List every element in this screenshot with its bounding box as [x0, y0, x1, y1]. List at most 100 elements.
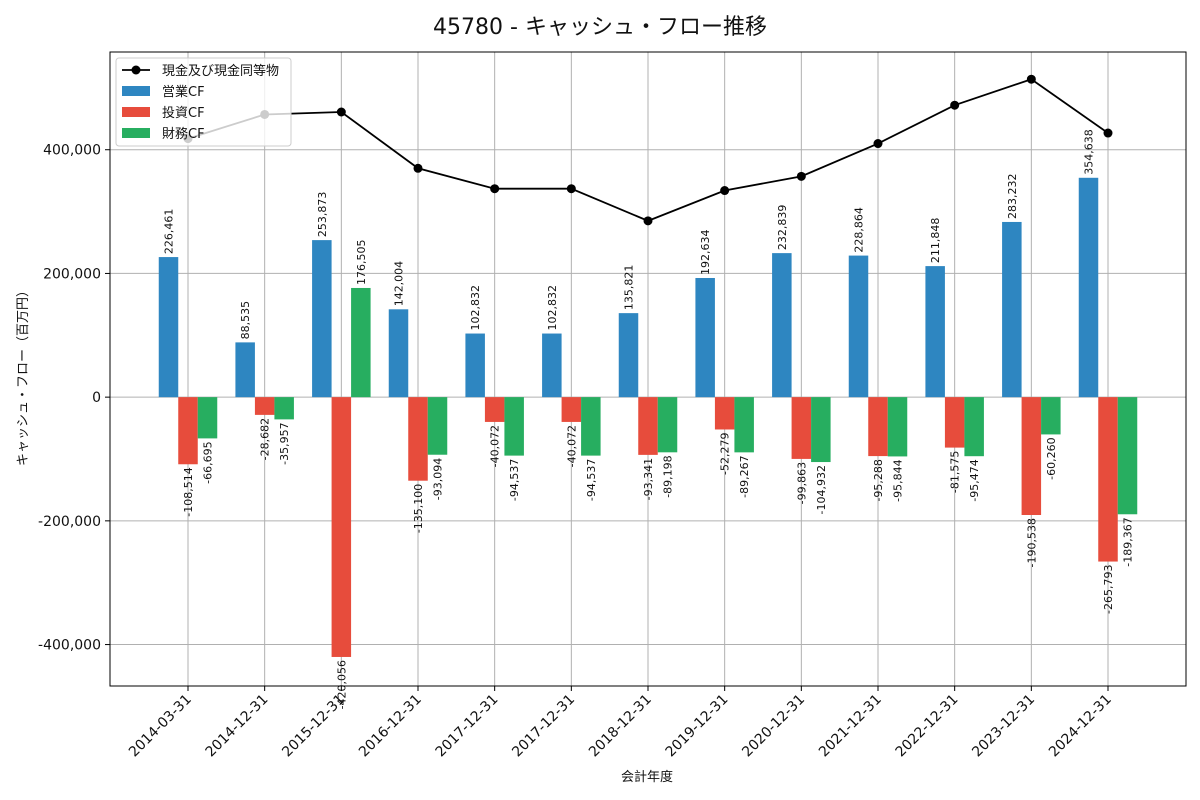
bar-value-label: 226,461 [163, 209, 176, 255]
bar-investing [178, 397, 198, 465]
y-tick-label: -400,000 [38, 638, 101, 654]
cash-point [566, 184, 576, 194]
bar-value-label: 102,832 [546, 285, 559, 331]
bar-operating [542, 333, 562, 398]
cash-point [1026, 74, 1036, 84]
bar-value-label: -52,279 [719, 432, 732, 474]
bar-investing [254, 397, 275, 415]
y-tick-label: 0 [92, 390, 101, 406]
bar-value-label: -108,514 [182, 467, 195, 516]
bar-value-label: -94,537 [585, 459, 598, 501]
bar-value-label: 283,232 [1006, 173, 1019, 219]
bar-value-label: -190,538 [1025, 518, 1038, 567]
bar-value-label: -66,695 [202, 441, 215, 483]
legend-bar-swatch [122, 128, 150, 138]
legend-label: 現金及び現金同等物 [162, 63, 279, 79]
x-tick-label: 2020-12-31 [739, 692, 808, 761]
cash-point [873, 139, 883, 149]
x-tick-label: 2016-12-31 [356, 692, 425, 761]
bar-investing [868, 397, 888, 457]
bar-value-label: 88,535 [239, 301, 252, 340]
legend-marker-swatch [131, 65, 141, 75]
bar-investing [331, 397, 352, 657]
bar-value-label: 354,638 [1083, 129, 1096, 175]
bar-value-label: -40,072 [489, 425, 502, 467]
bar-investing [1098, 397, 1118, 562]
bar-financing [657, 397, 678, 453]
bar-value-label: -35,957 [278, 422, 291, 464]
legend-label: 投資CF [162, 105, 205, 121]
bar-value-label: -104,932 [815, 465, 828, 514]
plot-frame [109, 51, 1187, 687]
bar-value-label: 211,848 [929, 218, 942, 264]
bar-value-label: -95,288 [872, 459, 885, 501]
bar-operating [158, 257, 179, 398]
bar-value-label: -81,575 [949, 451, 962, 493]
bar-value-label: -60,260 [1045, 437, 1058, 479]
cash-point [796, 171, 806, 181]
bar-investing [1021, 397, 1042, 515]
bars-layer [158, 177, 1138, 657]
x-tick-label: 2021-12-31 [816, 692, 885, 761]
bar-value-label: -93,341 [642, 458, 655, 500]
legend-bar-swatch [122, 107, 150, 117]
bar-investing [944, 397, 965, 448]
bar-investing [714, 397, 735, 430]
chart-title: 45780 - キャッシュ・フロー推移 [433, 15, 767, 40]
bar-operating [618, 313, 639, 398]
bar-investing [484, 397, 505, 422]
bar-value-label: 228,864 [853, 207, 866, 253]
bar-operating [1078, 177, 1099, 398]
bar-financing [197, 397, 218, 439]
bar-value-label: -40,072 [565, 425, 578, 467]
bar-operating [695, 277, 715, 398]
bar-value-label: 253,873 [316, 192, 329, 238]
bar-investing [561, 397, 582, 422]
bar-value-label: -99,863 [795, 462, 808, 504]
bar-financing [811, 397, 831, 463]
bar-investing [791, 397, 812, 459]
bar-financing [504, 397, 524, 456]
bar-value-label: -28,682 [259, 418, 272, 460]
bar-value-label: -95,844 [892, 459, 905, 501]
bar-value-label: -93,094 [432, 458, 445, 500]
bar-operating [388, 309, 409, 398]
bar-investing [408, 397, 428, 481]
bar-value-label: 192,634 [699, 229, 712, 275]
bar-operating [235, 342, 255, 398]
bar-financing [734, 397, 754, 453]
bar-operating [925, 266, 945, 398]
x-tick-label: 2023-12-31 [969, 692, 1038, 761]
bar-operating [1002, 221, 1022, 398]
cash-point [413, 163, 423, 173]
bar-financing [274, 397, 294, 420]
x-tick-label: 2017-12-31 [433, 692, 502, 761]
cash-point [1103, 128, 1113, 138]
x-tick-label: 2019-12-31 [663, 692, 732, 761]
cash-point [336, 107, 346, 117]
bar-value-label: 142,004 [393, 261, 406, 307]
bar-financing [1041, 397, 1061, 435]
bar-value-label: -94,537 [508, 459, 521, 501]
bar-value-label: 135,821 [623, 265, 636, 311]
cash-point [643, 216, 653, 226]
y-tick-label: 200,000 [43, 266, 101, 282]
bar-financing [427, 397, 448, 455]
bar-financing [581, 397, 601, 456]
x-tick-label: 2014-03-31 [126, 692, 195, 761]
bar-operating [465, 333, 485, 398]
bar-value-label: 102,832 [469, 285, 482, 331]
bar-value-label: -135,100 [412, 484, 425, 533]
y-tick-label: -200,000 [38, 514, 101, 530]
cash-point [720, 186, 730, 196]
bar-financing [351, 287, 371, 398]
bar-value-label: -95,474 [968, 459, 981, 501]
bar-value-label: -265,793 [1102, 565, 1115, 614]
bar-financing [1117, 397, 1138, 515]
bar-investing [638, 397, 658, 455]
x-tick-label: 2015-12-31 [279, 692, 348, 761]
bar-financing [964, 397, 984, 457]
bar-value-label: 176,505 [355, 239, 368, 285]
bar-value-label: 232,839 [776, 205, 789, 251]
